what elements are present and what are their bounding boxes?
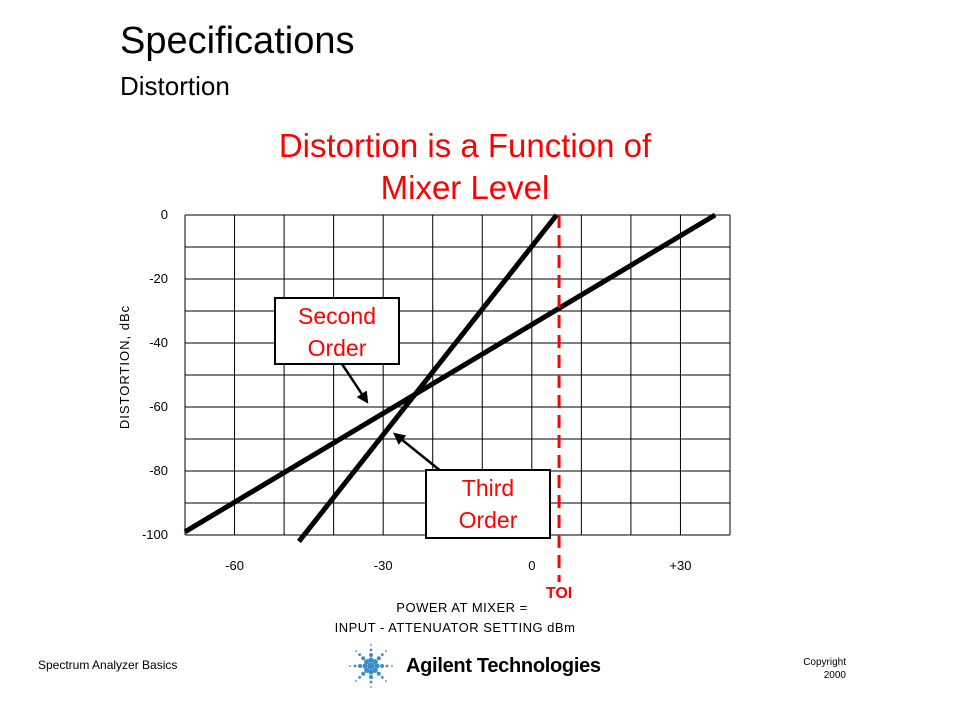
- logo-spark-dot: [369, 653, 373, 657]
- annotation-arrow-head-icon: [356, 390, 369, 404]
- logo-spark-dot: [391, 665, 393, 667]
- x-axis-label-line-2: INPUT - ATTENUATOR SETTING dBm: [335, 620, 576, 635]
- logo-spark-dot: [374, 663, 380, 669]
- copyright-line-1: Copyright: [803, 657, 846, 668]
- logo-spark-dot: [384, 650, 387, 653]
- distortion-chart: 0 -20 -40 -60 -80 -100 -60 -30 0 +30 DISTORTION, d…: [117, 207, 731, 635]
- y-tick-label: -80: [149, 463, 168, 478]
- logo-spark-dot: [361, 671, 366, 676]
- logo-spark-core: [367, 662, 375, 670]
- logo-spark-dot: [364, 659, 370, 665]
- annotation-label-line-2: Order: [459, 507, 518, 533]
- headline-line-2: Mixer Level: [380, 169, 550, 206]
- toi-label: TOI: [546, 585, 572, 602]
- logo-spark-dot: [358, 664, 362, 668]
- y-tick-label: 0: [161, 207, 168, 222]
- logo-spark-dot: [358, 675, 362, 679]
- slide-subtitle: Distortion: [120, 71, 230, 101]
- logo-spark-dot: [385, 664, 389, 668]
- logo-text: Agilent Technologies: [406, 655, 601, 677]
- annotation-label-line-2: Order: [308, 335, 367, 361]
- logo-spark-dot: [355, 650, 358, 653]
- slide-title: Specifications: [120, 20, 355, 62]
- logo-spark-dot: [362, 663, 368, 669]
- logo-spark-dot: [368, 657, 374, 663]
- y-tick-label: -20: [149, 271, 168, 286]
- logo-spark-dot: [380, 675, 384, 679]
- footer-title: Spectrum Analyzer Basics: [38, 658, 178, 672]
- logo-spark-dot: [370, 686, 372, 688]
- x-tick-label: -30: [374, 558, 393, 573]
- logo-spark-dot: [353, 664, 357, 668]
- logo-spark-dot: [380, 653, 384, 657]
- x-tick-label: -60: [225, 558, 244, 573]
- chart-headline: Distortion is a Function of Mixer Level: [180, 125, 750, 209]
- logo-spark-dot: [369, 675, 373, 679]
- logo-spark-dot: [361, 656, 366, 661]
- x-tick-label: 0: [528, 558, 535, 573]
- logo-spark-dot: [384, 679, 387, 682]
- logo-spark-dot: [376, 656, 381, 661]
- logo-spark-dot: [349, 665, 351, 667]
- logo-spark-dot: [380, 664, 384, 668]
- headline-line-1: Distortion is a Function of: [278, 127, 652, 164]
- logo-spark-dot: [369, 648, 373, 652]
- annotation-label-line-1: Second: [298, 303, 376, 329]
- logo-spark-dot: [368, 669, 374, 675]
- annotation-box: [425, 469, 551, 539]
- annotation-box: [274, 297, 400, 365]
- y-tick-label: -60: [149, 399, 168, 414]
- logo-spark-dot: [358, 653, 362, 657]
- logo-spark-dot: [372, 659, 378, 665]
- annotation-arrow-head-icon: [393, 432, 407, 445]
- logo-spark-dot: [376, 671, 381, 676]
- logo-spark-dot: [370, 644, 372, 646]
- x-tick-label: +30: [669, 558, 691, 573]
- y-tick-label: -100: [142, 527, 168, 542]
- copyright: Copyright 2000: [780, 656, 846, 682]
- logo-spark-dot: [364, 667, 370, 673]
- third-order-line: [296, 213, 559, 543]
- logo-spark-dot: [372, 667, 378, 673]
- second-order-line: [183, 212, 717, 534]
- y-axis-label: DISTORTION, dBc: [117, 305, 132, 429]
- x-axis-label-line-1: POWER AT MIXER =: [396, 600, 527, 615]
- spark-logo-icon: [349, 644, 393, 688]
- annotation-arrow-line: [401, 439, 443, 473]
- logo-spark-dot: [369, 680, 373, 684]
- copyright-year: 2000: [823, 670, 846, 681]
- annotation-arrow-line: [340, 363, 363, 395]
- company-logo: Agilent Technologies: [348, 643, 601, 689]
- annotation-label-line-1: Third: [462, 475, 514, 501]
- logo-spark-dot: [355, 679, 358, 682]
- y-tick-label: -40: [149, 335, 168, 350]
